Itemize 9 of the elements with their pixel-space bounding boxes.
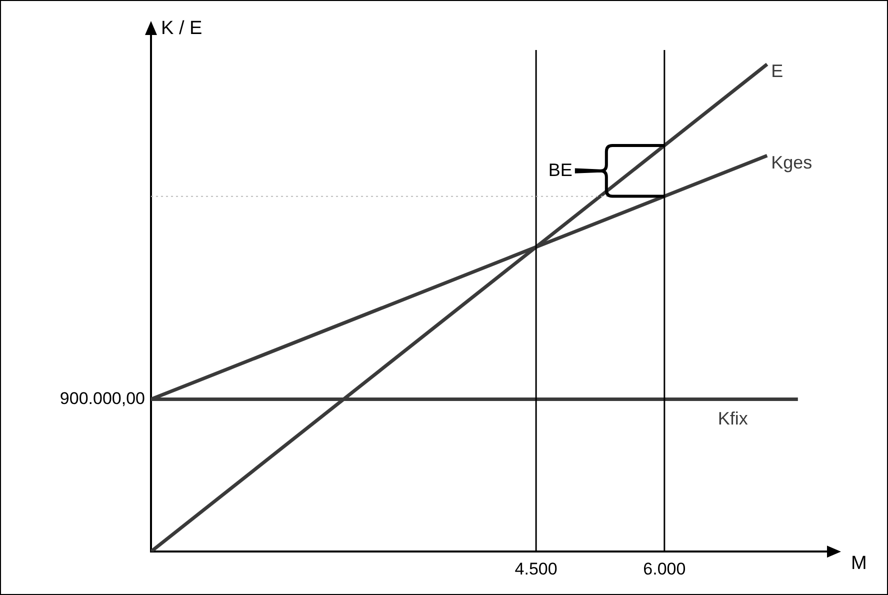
x-axis-title: M bbox=[851, 552, 867, 574]
series-label: E bbox=[771, 61, 784, 82]
text: 900.000,00 bbox=[60, 388, 145, 408]
x-tick-label: 6.000 bbox=[643, 559, 686, 578]
series-label: Kges bbox=[771, 152, 812, 173]
annotation: BE bbox=[548, 160, 572, 180]
series-label: Kfix bbox=[718, 408, 748, 428]
y-axis-title: K / E bbox=[161, 18, 202, 40]
x-tick-label: 4.500 bbox=[514, 559, 558, 578]
